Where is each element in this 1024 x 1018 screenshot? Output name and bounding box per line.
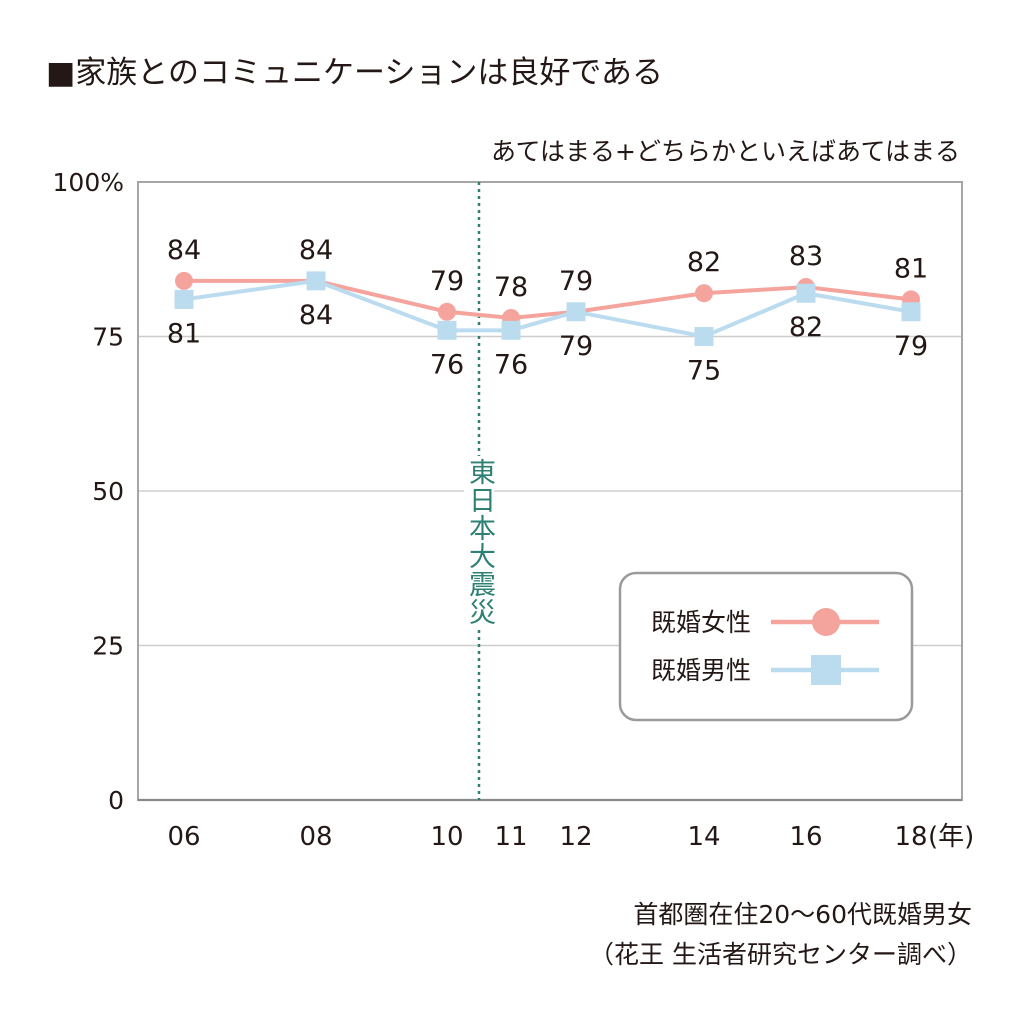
data-point-square [501,320,521,340]
legend-label: 既婚男性 [651,656,751,685]
series-group [174,271,921,346]
data-label: 82 [687,247,721,278]
data-point-circle [438,302,456,321]
x-axis-unit: (年) [928,822,974,852]
legend-box [618,571,914,722]
plot-frame [137,181,963,802]
data-label: 79 [559,266,593,297]
x-tick-label: 18 [894,822,927,852]
data-label: 76 [494,349,528,380]
y-tick-label: 100% [53,168,124,197]
x-axis: 06 08 10 11 12 14 16 18 (年) [167,822,974,852]
earthquake-label: 東日本大震災 [464,456,495,628]
x-tick-label: 11 [494,822,527,852]
data-label: 78 [494,272,528,303]
y-axis: 0 25 50 75 100% [53,168,124,815]
series-line [184,278,912,320]
data-label: 79 [559,331,593,362]
data-point-square [437,320,457,340]
data-point-square [694,327,714,346]
x-tick-label: 12 [559,822,592,852]
data-point-square [566,302,586,322]
y-tick-label: 25 [92,632,124,661]
x-tick-label: 14 [687,822,720,852]
data-point-square [174,289,194,309]
x-tick-label: 06 [167,822,200,852]
data-labels: 84 84 79 78 79 82 83 81 81 84 76 76 79 75 82 79 [167,235,928,387]
y-tick-label: 0 [108,786,124,815]
data-label: 84 [299,235,333,266]
data-label: 79 [430,266,464,297]
y-tick-label: 75 [92,323,124,352]
data-point-square [796,283,816,303]
data-point-square [901,302,921,322]
source-note-survey: （花王 生活者研究センター調べ） [589,940,972,969]
data-point-circle [175,271,193,290]
series-line [183,278,912,339]
data-label: 84 [299,300,333,331]
x-tick-label: 10 [430,822,463,852]
chart-subtitle: あてはまる+どちらかといえばあてはまる [491,137,960,166]
data-label: 81 [894,253,928,284]
data-point-circle [695,284,713,303]
data-label: 79 [894,331,928,362]
legend-label: 既婚女性 [651,608,751,637]
source-note-population: 首都圏在住20〜60代既婚男女 [633,900,972,929]
data-label: 75 [687,356,721,387]
legend-square-marker [811,655,841,685]
data-label: 76 [430,349,464,380]
chart-title: ■家族とのコミュニケーションは良好である [46,55,663,91]
x-tick-label: 08 [299,822,332,852]
series-2 [174,271,921,346]
data-label: 84 [167,235,201,266]
data-label: 81 [167,318,201,349]
legend-circle-marker [812,608,840,636]
x-tick-label: 16 [789,822,822,852]
data-label: 82 [789,312,823,343]
y-tick-label: 50 [92,477,124,506]
data-point-square [306,271,326,291]
data-label: 83 [789,241,823,272]
